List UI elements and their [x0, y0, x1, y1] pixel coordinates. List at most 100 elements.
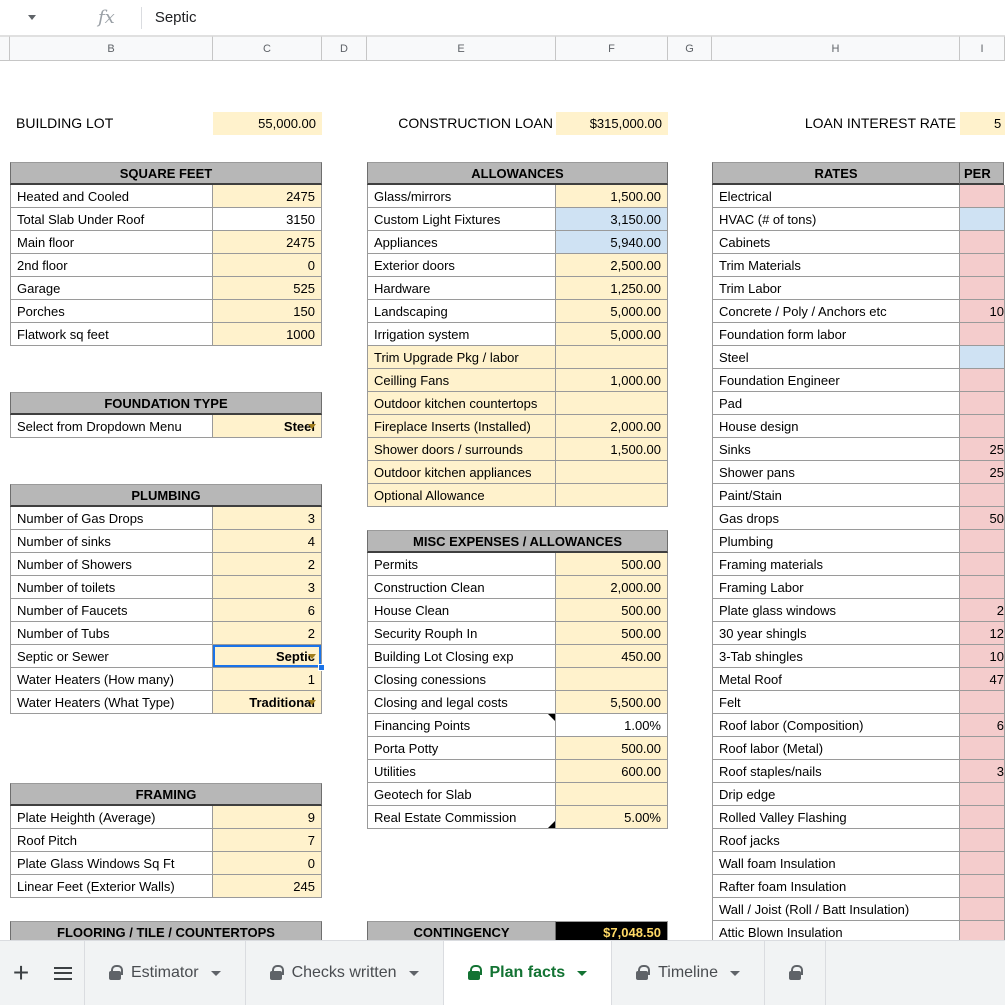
row-label-cell[interactable]: Metal Roof [712, 668, 960, 691]
row-label-cell[interactable]: Closing conessions [367, 668, 556, 691]
row-value-cell[interactable]: 3150 [213, 208, 322, 231]
row-label-cell[interactable]: Trim Upgrade Pkg / labor [367, 346, 556, 369]
row-label-cell[interactable]: Framing Labor [712, 576, 960, 599]
row-label-cell[interactable]: Outdoor kitchen countertops [367, 392, 556, 415]
column-header-I[interactable]: I [960, 36, 1005, 60]
contingency-total-cell[interactable]: $7,048.50 [556, 921, 668, 940]
row-value-cell[interactable]: 500.00 [556, 737, 668, 760]
row-value-cell[interactable]: 600.00 [556, 760, 668, 783]
sheet-tab-checks-written[interactable]: Checks written [246, 941, 444, 1005]
column-header-D[interactable]: D [322, 36, 367, 60]
row-label-cell[interactable]: Foundation Engineer [712, 369, 960, 392]
row-label-cell[interactable]: Wall foam Insulation [712, 852, 960, 875]
section-header-cell[interactable]: FOUNDATION TYPE [10, 392, 322, 415]
row-value-cell[interactable] [960, 415, 1005, 438]
row-value-cell[interactable] [960, 898, 1005, 921]
row-value-cell[interactable] [960, 806, 1005, 829]
row-value-cell[interactable] [960, 921, 1005, 940]
row-label-cell[interactable]: Building Lot Closing exp [367, 645, 556, 668]
row-label-cell[interactable]: HVAC (# of tons) [712, 208, 960, 231]
row-label-cell[interactable]: Trim Labor [712, 277, 960, 300]
row-label-cell[interactable]: Number of Tubs [10, 622, 213, 645]
row-value-cell[interactable]: 4 [213, 530, 322, 553]
column-header-corner[interactable] [0, 36, 10, 60]
row-label-cell[interactable]: Hardware [367, 277, 556, 300]
row-label-cell[interactable]: Permits [367, 553, 556, 576]
row-value-cell[interactable] [960, 185, 1005, 208]
row-label-cell[interactable]: Plate glass windows [712, 599, 960, 622]
row-value-cell[interactable]: 5,000.00 [556, 323, 668, 346]
row-label-cell[interactable]: Plumbing [712, 530, 960, 553]
row-value-cell[interactable]: 3 [213, 507, 322, 530]
row-label-cell[interactable]: Gas drops [712, 507, 960, 530]
row-label-cell[interactable]: Exterior doors [367, 254, 556, 277]
row-label-cell[interactable]: Utilities [367, 760, 556, 783]
section-header-cell[interactable]: PER [959, 162, 1004, 185]
row-value-cell[interactable]: 10 [960, 300, 1005, 323]
row-label-cell[interactable]: Glass/mirrors [367, 185, 556, 208]
row-value-cell[interactable] [960, 783, 1005, 806]
row-value-cell[interactable] [556, 668, 668, 691]
row-label-cell[interactable]: House Clean [367, 599, 556, 622]
row-value-cell[interactable]: 1,500.00 [556, 438, 668, 461]
section-header-cell[interactable]: FRAMING [10, 783, 322, 806]
row-value-cell[interactable] [556, 392, 668, 415]
row-label-cell[interactable]: Water Heaters (How many) [10, 668, 213, 691]
row-value-cell[interactable] [556, 461, 668, 484]
top-row-label[interactable]: BUILDING LOT [16, 115, 114, 131]
row-value-cell[interactable]: 2475 [213, 231, 322, 254]
row-label-cell[interactable]: Number of Gas Drops [10, 507, 213, 530]
fill-handle[interactable] [318, 664, 325, 671]
row-value-cell[interactable]: 2,000.00 [556, 576, 668, 599]
row-label-cell[interactable]: Porches [10, 300, 213, 323]
row-label-cell[interactable]: House design [712, 415, 960, 438]
formula-bar-value[interactable]: Septic [154, 9, 197, 26]
row-label-cell[interactable]: Number of Faucets [10, 599, 213, 622]
row-label-cell[interactable]: Appliances [367, 231, 556, 254]
row-value-cell[interactable] [960, 737, 1005, 760]
row-value-cell[interactable]: 500.00 [556, 622, 668, 645]
row-label-cell[interactable]: Rafter foam Insulation [712, 875, 960, 898]
row-value-cell[interactable]: 525 [213, 277, 322, 300]
row-label-cell[interactable]: Roof jacks [712, 829, 960, 852]
row-label-cell[interactable]: Outdoor kitchen appliances [367, 461, 556, 484]
row-label-cell[interactable]: Number of Showers [10, 553, 213, 576]
add-sheet-button[interactable]: + [0, 941, 42, 1005]
row-value-cell[interactable]: 2 [960, 599, 1005, 622]
row-value-cell[interactable]: 5,940.00 [556, 231, 668, 254]
row-label-cell[interactable]: Concrete / Poly / Anchors etc [712, 300, 960, 323]
row-label-cell[interactable]: Plate Glass Windows Sq Ft [10, 852, 213, 875]
row-value-cell[interactable]: 1000 [213, 323, 322, 346]
row-label-cell[interactable]: 2nd floor [10, 254, 213, 277]
row-label-cell[interactable]: Framing materials [712, 553, 960, 576]
sheet-tab-partial[interactable] [765, 941, 826, 1005]
row-label-cell[interactable]: Roof staples/nails [712, 760, 960, 783]
row-value-cell[interactable]: 1,000.00 [556, 369, 668, 392]
row-label-cell[interactable]: Roof Pitch [10, 829, 213, 852]
row-label-cell[interactable]: Wall / Joist (Roll / Batt Insulation) [712, 898, 960, 921]
dropdown-cell[interactable]: Steel [213, 415, 322, 438]
row-label-cell[interactable]: Security Rouph In [367, 622, 556, 645]
row-label-cell[interactable]: Irrigation system [367, 323, 556, 346]
section-header-cell[interactable]: RATES [712, 162, 960, 185]
row-value-cell[interactable]: 1.00% [556, 714, 668, 737]
row-value-cell[interactable] [960, 875, 1005, 898]
row-label-cell[interactable]: Garage [10, 277, 213, 300]
row-label-cell[interactable]: Roof labor (Metal) [712, 737, 960, 760]
row-label-cell[interactable]: Construction Clean [367, 576, 556, 599]
row-value-cell[interactable] [556, 346, 668, 369]
row-label-cell[interactable]: Number of sinks [10, 530, 213, 553]
row-value-cell[interactable] [960, 208, 1005, 231]
row-value-cell[interactable] [960, 369, 1005, 392]
row-value-cell[interactable] [556, 783, 668, 806]
row-label-cell[interactable]: Porta Potty [367, 737, 556, 760]
dropdown-arrow-icon[interactable] [308, 700, 316, 705]
row-value-cell[interactable]: 6 [960, 714, 1005, 737]
row-value-cell[interactable]: 2475 [213, 185, 322, 208]
row-value-cell[interactable] [960, 392, 1005, 415]
row-value-cell[interactable] [556, 484, 668, 507]
row-label-cell[interactable]: Custom Light Fixtures [367, 208, 556, 231]
row-label-cell[interactable]: Number of toilets [10, 576, 213, 599]
row-value-cell[interactable] [960, 576, 1005, 599]
row-label-cell[interactable]: Foundation form labor [712, 323, 960, 346]
